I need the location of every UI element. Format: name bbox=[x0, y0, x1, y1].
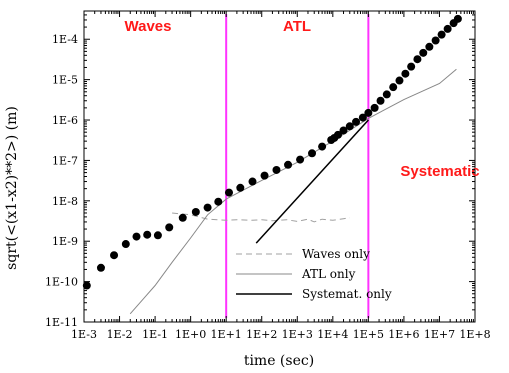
data-point bbox=[413, 55, 422, 64]
data-point bbox=[453, 14, 462, 23]
x-tick-label: 1E+5 bbox=[353, 328, 384, 341]
data-point bbox=[272, 165, 281, 174]
data-point bbox=[345, 122, 354, 131]
data-point bbox=[214, 197, 223, 206]
data-point bbox=[339, 126, 348, 135]
data-point bbox=[248, 177, 257, 186]
series-line-systemat-only bbox=[255, 119, 369, 244]
x-tick-label: 1E+7 bbox=[424, 328, 455, 341]
x-tick-label: 1E+8 bbox=[459, 328, 490, 341]
data-point bbox=[376, 96, 385, 105]
data-point bbox=[110, 251, 119, 260]
x-tick-label: 1E+1 bbox=[211, 328, 242, 341]
data-point bbox=[389, 83, 398, 92]
data-point bbox=[401, 69, 410, 78]
x-tick-label: 1E+0 bbox=[175, 328, 206, 341]
y-tick-label: 1E-10 bbox=[45, 276, 78, 289]
x-tick-label: 1E+2 bbox=[246, 328, 277, 341]
series-line-waves-only bbox=[172, 212, 350, 223]
data-point bbox=[121, 240, 130, 249]
x-tick-label: 1E+4 bbox=[317, 328, 348, 341]
data-point bbox=[178, 213, 187, 222]
data-point bbox=[153, 231, 162, 240]
data-point bbox=[284, 160, 293, 169]
x-tick-label: 1E+6 bbox=[388, 328, 419, 341]
y-axis-label: sqrt(<(x1-x2)**2>) (m) bbox=[4, 106, 20, 270]
data-point bbox=[358, 113, 367, 122]
y-tick-label: 1E-8 bbox=[52, 195, 78, 208]
data-point bbox=[191, 207, 200, 216]
region-layer: Waves ATL Systematic bbox=[125, 14, 480, 318]
data-point bbox=[203, 203, 212, 212]
y-tick-label: 1E-4 bbox=[52, 33, 78, 46]
x-tick-label: 1E+3 bbox=[282, 328, 313, 341]
y-tick-label: 1E-6 bbox=[52, 114, 78, 127]
y-tick-label: 1E-9 bbox=[52, 235, 78, 248]
data-point bbox=[370, 103, 379, 112]
y-tick-label: 1E-5 bbox=[52, 74, 78, 87]
data-point bbox=[224, 188, 233, 197]
axes-layer: 1E-3 1E-2 1E-1 1E+0 1E+1 1E+2 1E+3 1E+4 1E+5 1E+6… bbox=[45, 10, 491, 341]
data-point bbox=[132, 232, 141, 241]
region-label: Systematic bbox=[400, 163, 479, 180]
data-point bbox=[419, 48, 428, 57]
data-point bbox=[296, 155, 305, 164]
series-line-atl-only bbox=[129, 68, 457, 315]
x-tick-label: 1E-1 bbox=[142, 328, 168, 341]
data-point bbox=[437, 30, 446, 39]
data-point bbox=[382, 90, 391, 99]
x-axis-label: time (sec) bbox=[244, 353, 314, 369]
data-point bbox=[425, 42, 434, 51]
x-tick-label: 1E-3 bbox=[71, 328, 97, 341]
legend-label: Systemat. only bbox=[302, 287, 392, 301]
legend: Waves only ATL only Systemat. only bbox=[236, 247, 392, 301]
data-point bbox=[352, 117, 361, 126]
data-point bbox=[318, 142, 327, 151]
data-point bbox=[395, 76, 404, 85]
region-label: Waves bbox=[125, 18, 172, 35]
legend-label: Waves only bbox=[302, 247, 370, 261]
data-point bbox=[407, 62, 416, 71]
data-point bbox=[431, 36, 440, 45]
y-tick-label: 1E-11 bbox=[45, 316, 78, 329]
data-point bbox=[236, 183, 245, 192]
y-tick-label: 1E-7 bbox=[52, 154, 78, 167]
data-point bbox=[165, 223, 174, 232]
data-point bbox=[308, 149, 317, 158]
data-point bbox=[364, 108, 373, 117]
legend-label: ATL only bbox=[301, 267, 356, 281]
region-label: ATL bbox=[283, 18, 311, 35]
data-point bbox=[260, 171, 269, 180]
x-tick-label: 1E-2 bbox=[107, 328, 133, 341]
data-point bbox=[143, 230, 152, 239]
data-point bbox=[443, 24, 452, 33]
data-point bbox=[96, 263, 105, 272]
data-point bbox=[334, 130, 343, 139]
series-markers bbox=[82, 14, 462, 290]
